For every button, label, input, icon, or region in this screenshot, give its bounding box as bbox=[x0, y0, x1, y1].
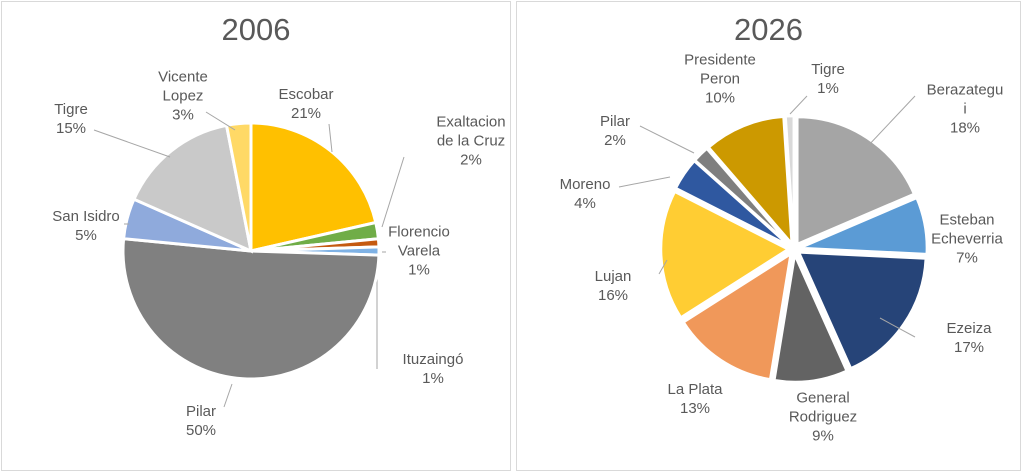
leader-line bbox=[789, 95, 808, 115]
data-label: Tigre 15% bbox=[54, 100, 88, 138]
data-label: Ezeiza 17% bbox=[946, 319, 991, 357]
data-label-value: 13% bbox=[679, 400, 711, 417]
pie-slice-berazategui bbox=[796, 115, 916, 246]
pie-slice-escobar bbox=[249, 121, 378, 253]
chart-2006-panel: 2006 Escobar 21% Exaltacion de la Cruz 2% Fl… bbox=[1, 1, 511, 471]
data-label-name: Tigre bbox=[54, 101, 88, 118]
data-label-name: Presidente Peron bbox=[684, 51, 756, 88]
data-label: Esteban Echeverria 7% bbox=[931, 211, 1003, 268]
leader-line bbox=[205, 111, 236, 131]
pie-slice-pilar bbox=[121, 237, 381, 381]
data-label-value: 1% bbox=[817, 80, 839, 97]
leader-line bbox=[879, 317, 916, 338]
data-label-value: 7% bbox=[956, 249, 978, 267]
data-label-value: 15% bbox=[55, 120, 87, 137]
pie-slice-ezeiza bbox=[796, 251, 928, 370]
pie-slice-presidente-peron bbox=[706, 115, 794, 248]
data-label-value: 16% bbox=[597, 287, 629, 304]
data-label-name: Vicente Lopez bbox=[158, 68, 208, 105]
data-label-value: 2% bbox=[460, 151, 482, 169]
data-label-value: 1% bbox=[422, 370, 444, 387]
data-label: Presidente Peron 10% bbox=[684, 51, 756, 108]
data-label-name: Esteban Echeverria bbox=[931, 211, 1003, 248]
pie-slice-esteban-echeverria bbox=[799, 196, 929, 256]
data-label-value: 21% bbox=[290, 105, 322, 122]
leader-line bbox=[328, 123, 333, 153]
data-label: Vicente Lopez 3% bbox=[158, 68, 208, 125]
data-label-value: 5% bbox=[75, 227, 97, 244]
data-label: General Rodriguez 9% bbox=[789, 389, 857, 446]
leader-line bbox=[639, 125, 695, 154]
pie-slice-lujan bbox=[659, 190, 791, 320]
data-label-name: Florencio Varela bbox=[388, 223, 450, 260]
data-label-name: Lujan bbox=[594, 268, 632, 285]
data-label-value: 3% bbox=[172, 106, 194, 124]
data-label-name: Ezeiza bbox=[946, 320, 992, 337]
pie-slice-la-plata bbox=[681, 251, 793, 381]
pie-chart bbox=[618, 95, 929, 384]
data-label-value: 17% bbox=[953, 339, 985, 356]
pie-slice-general-rodriguez bbox=[772, 250, 849, 384]
data-label-value: 18% bbox=[949, 119, 981, 137]
data-label: Tigre 1% bbox=[811, 60, 845, 98]
data-label-name: Pilar bbox=[599, 113, 631, 130]
data-label-name: Ituzaingó bbox=[402, 351, 464, 368]
data-label: Ituzaingó 1% bbox=[403, 350, 464, 388]
data-label: Florencio Varela 1% bbox=[388, 223, 450, 280]
data-label-value: 50% bbox=[185, 422, 217, 439]
leader-line bbox=[381, 156, 405, 228]
data-label: Pilar 2% bbox=[600, 112, 630, 150]
data-label-name: Escobar bbox=[278, 86, 334, 103]
data-label: Escobar 21% bbox=[278, 85, 333, 123]
data-label: Exaltacion de la Cruz 2% bbox=[436, 113, 505, 170]
leader-line bbox=[223, 383, 233, 408]
pie-slice-tigre bbox=[131, 123, 254, 254]
data-label-name: Tigre bbox=[811, 61, 845, 78]
chart-title: 2006 bbox=[221, 12, 291, 47]
leader-line bbox=[93, 129, 171, 158]
leader-line bbox=[658, 259, 668, 275]
data-label: La Plata 13% bbox=[667, 380, 722, 418]
chart-2026-panel: 2026 Berazategu i 18% Esteban Echeverria 7%… bbox=[516, 1, 1021, 471]
pie-slice-tigre bbox=[784, 114, 796, 244]
data-label: Berazategu i 18% bbox=[927, 81, 1004, 138]
data-label: Lujan 16% bbox=[595, 267, 632, 305]
leader-line bbox=[866, 95, 916, 148]
data-label-value: 9% bbox=[812, 427, 834, 445]
data-label-value: 4% bbox=[574, 195, 596, 212]
pie-slice-vicente-lopez bbox=[224, 121, 253, 252]
data-label: Pilar 50% bbox=[186, 402, 216, 440]
data-label-value: 2% bbox=[604, 132, 626, 149]
data-label-value: 1% bbox=[408, 261, 430, 279]
data-label-name: General Rodriguez bbox=[788, 389, 858, 426]
data-label-name: Moreno bbox=[559, 176, 611, 193]
pie-chart bbox=[93, 111, 405, 408]
data-label: San Isidro 5% bbox=[52, 207, 120, 245]
data-label-name: Berazategu i bbox=[926, 81, 1004, 118]
chart-title: 2026 bbox=[734, 12, 803, 47]
data-label-name: San Isidro bbox=[52, 208, 120, 225]
data-label-name: Pilar bbox=[185, 403, 216, 420]
data-label-value: 10% bbox=[704, 89, 736, 107]
data-label-name: Exaltacion de la Cruz bbox=[436, 113, 506, 150]
leader-line bbox=[618, 176, 671, 188]
data-label-name: La Plata bbox=[667, 381, 723, 398]
pie-slice-pilar bbox=[693, 146, 791, 246]
data-label: Moreno 4% bbox=[560, 175, 611, 213]
